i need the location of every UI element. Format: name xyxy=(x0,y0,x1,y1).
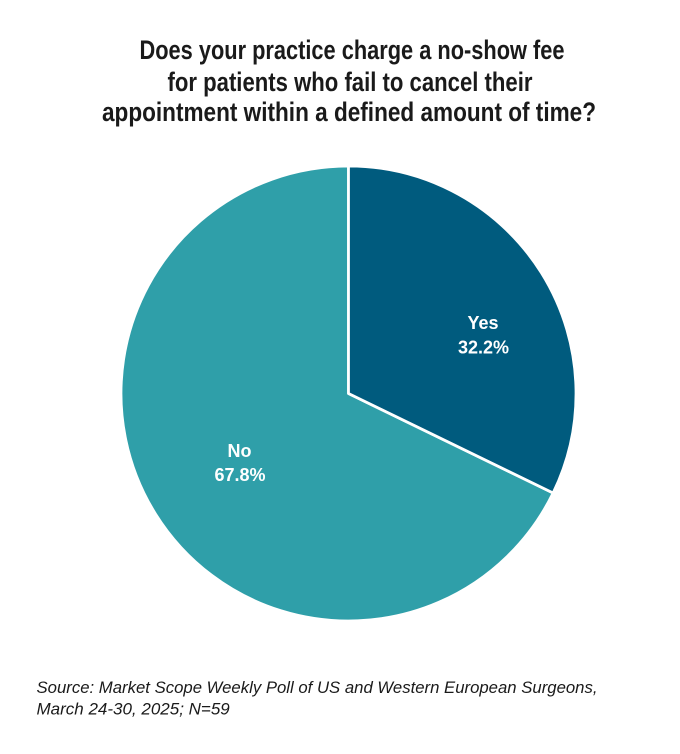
svg-text:67.8%: 67.8% xyxy=(214,465,265,485)
svg-text:32.2%: 32.2% xyxy=(458,337,509,357)
svg-text:Does your practice charge a no: Does your practice charge a no-show fee xyxy=(140,35,565,65)
svg-text:No: No xyxy=(228,441,252,461)
svg-text:Source: Market Scope Weekly Po: Source: Market Scope Weekly Poll of US a… xyxy=(37,678,598,697)
svg-text:March 24-30, 2025; N=59: March 24-30, 2025; N=59 xyxy=(37,700,231,719)
svg-text:for patients who fail to cance: for patients who fail to cancel their xyxy=(168,67,533,97)
svg-text:appointment within a defined a: appointment within a defined amount of t… xyxy=(102,97,596,127)
svg-text:Yes: Yes xyxy=(467,313,498,333)
